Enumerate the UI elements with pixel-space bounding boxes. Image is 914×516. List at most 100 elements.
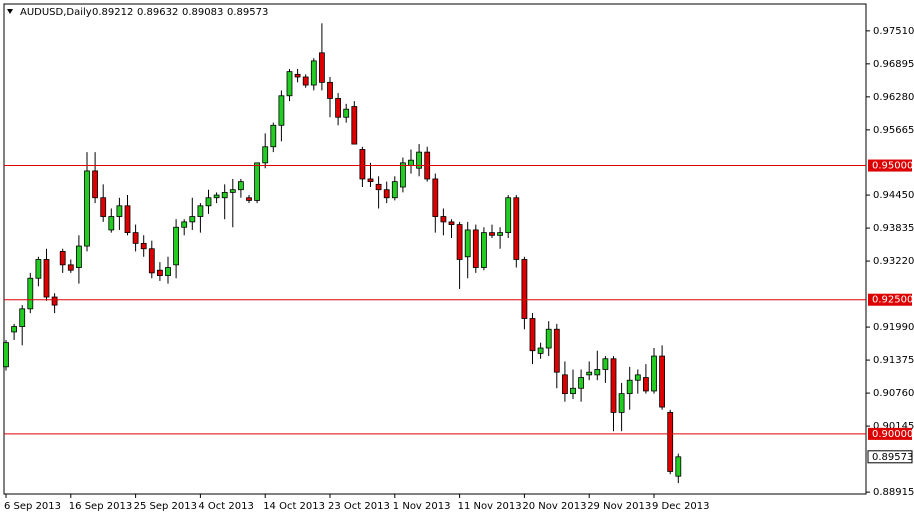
candle-body	[173, 226, 180, 266]
y-tick-label: 0.96895	[873, 59, 914, 70]
candle-body	[116, 205, 123, 217]
candle-body	[92, 170, 98, 199]
candle-body	[76, 245, 82, 268]
y-tick-label: 0.93220	[873, 256, 914, 267]
candle-body	[108, 216, 115, 231]
menu-arrow	[7, 9, 13, 14]
y-tick-label: 0.95665	[873, 125, 914, 136]
candle-body	[440, 216, 447, 223]
candle-body	[634, 374, 641, 381]
x-tick-label: 9 Dec 2013	[652, 501, 710, 512]
x-tick-label: 14 Oct 2013	[263, 501, 325, 512]
candle-body	[51, 296, 58, 306]
candle-body	[156, 269, 163, 276]
candle-body	[343, 108, 350, 118]
candle-body	[464, 229, 471, 258]
x-tick-label: 11 Nov 2013	[458, 501, 522, 512]
candle-body	[626, 379, 633, 395]
candle-body	[278, 95, 285, 126]
candle-body	[505, 197, 512, 234]
candle-body	[270, 124, 277, 148]
candle-body	[318, 52, 325, 83]
candle-body	[667, 412, 674, 472]
candle-body	[286, 71, 293, 97]
candle-body	[294, 73, 301, 78]
candle-body	[213, 194, 220, 199]
candle-body	[124, 205, 131, 234]
candle-body	[416, 151, 423, 169]
candle-body	[229, 189, 236, 193]
y-tick-label: 0.91375	[873, 355, 914, 366]
candle-body	[480, 232, 487, 268]
candle-body	[432, 178, 439, 217]
plot-frame	[3, 3, 867, 495]
candle-body	[594, 369, 601, 376]
candle-body	[189, 216, 196, 223]
candle-body	[246, 197, 252, 201]
y-tick-label: 0.88915	[873, 487, 914, 498]
candle-body	[367, 178, 374, 183]
candle-body	[497, 232, 504, 236]
candle-body	[375, 183, 382, 191]
chart-title: AUDUSD,Daily	[20, 7, 92, 18]
header-open: 0.89212	[92, 7, 133, 18]
candle-body	[67, 264, 74, 271]
candle-body	[59, 251, 66, 266]
candle-body	[570, 387, 576, 395]
candle-body	[254, 162, 261, 201]
candle-body	[197, 205, 204, 217]
candle-body	[262, 146, 269, 164]
level-label-box	[868, 159, 912, 172]
level-label: 0.95000	[872, 161, 913, 172]
x-tick-label: 1 Nov 2013	[393, 501, 451, 512]
candle-body	[545, 328, 552, 349]
candle-body	[11, 326, 18, 333]
candle-body	[351, 106, 358, 145]
candle-body	[399, 162, 406, 188]
candle-body	[27, 277, 34, 310]
candle-body	[456, 224, 463, 260]
header-close: 0.89573	[227, 7, 268, 18]
candle-body	[513, 197, 520, 260]
candle-body	[651, 355, 657, 392]
candle-body	[586, 371, 593, 376]
candle-body	[578, 377, 584, 389]
level-label-box	[868, 427, 912, 440]
candle-body	[359, 149, 366, 180]
header-high: 0.89632	[137, 7, 178, 18]
y-tick-label: 0.93835	[873, 223, 914, 234]
price-label-box	[867, 450, 913, 464]
candle-body	[132, 232, 139, 244]
candle-body	[181, 221, 188, 228]
candle-body	[165, 267, 171, 276]
candle-body	[521, 259, 528, 319]
header-low: 0.89083	[182, 7, 223, 18]
y-tick-label: 0.96280	[873, 92, 914, 103]
candle-body	[205, 197, 212, 207]
candle-body	[3, 342, 9, 368]
candle-body	[659, 355, 665, 408]
candle-body	[140, 242, 147, 250]
candle-body	[237, 181, 244, 191]
y-tick-label: 0.91990	[873, 322, 914, 333]
candle-body	[391, 181, 398, 199]
y-tick-label: 0.97510	[873, 26, 914, 37]
candle-body	[553, 328, 560, 373]
y-tick-label: 0.90145	[873, 421, 914, 432]
x-tick-label: 4 Oct 2013	[198, 501, 253, 512]
level-label-box	[868, 293, 912, 306]
candle-body	[19, 308, 26, 327]
x-tick-label: 29 Nov 2013	[587, 501, 651, 512]
candle-body	[327, 81, 333, 99]
candle-body	[302, 76, 309, 86]
price-label: 0.89573	[872, 452, 913, 463]
y-tick-label: 0.90760	[873, 388, 914, 399]
candle-body	[448, 221, 455, 225]
candle-body	[335, 98, 342, 118]
candle-body	[472, 229, 479, 268]
candle-body	[43, 259, 50, 298]
x-tick-label: 20 Nov 2013	[522, 501, 586, 512]
candle-body	[35, 259, 42, 279]
x-tick-label: 25 Sep 2013	[134, 501, 197, 512]
